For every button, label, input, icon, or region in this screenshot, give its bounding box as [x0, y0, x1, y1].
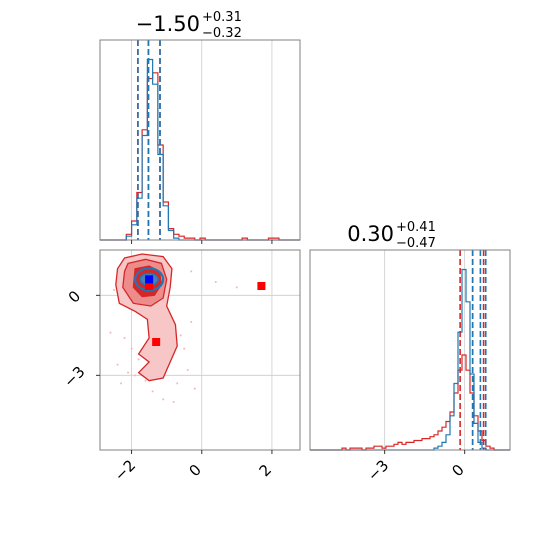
title-param-2-plus: +0.41 — [396, 220, 436, 235]
ticklabel-joint-x-2: 2 — [256, 461, 275, 480]
contour-outer-blue — [134, 267, 165, 292]
title-param-2-median: 0.30 — [347, 222, 394, 246]
scatter-point-1 — [123, 337, 126, 339]
ticklabel-joint-x-1: 0 — [185, 461, 204, 480]
ticklabel-joint-x-0: −2 — [111, 456, 139, 484]
frame-top — [99, 39, 301, 241]
marker-square-2 — [152, 338, 161, 346]
title-param-1-minus: −0.32 — [202, 26, 242, 41]
title-param-1: −1.50 +0.31−0.32 — [136, 10, 242, 41]
frame-joint — [99, 249, 301, 451]
scatter-point-22 — [127, 371, 130, 374]
scatter-point-2 — [130, 347, 133, 350]
hist-right-series-b — [310, 354, 510, 451]
scatter-point-15 — [214, 281, 217, 283]
scatter-point-23 — [190, 321, 193, 323]
scatter-point-8 — [134, 374, 137, 377]
title-param-2: 0.30 +0.41−0.47 — [347, 220, 436, 251]
scatter-point-11 — [193, 387, 196, 390]
title-param-1-plus: +0.31 — [202, 10, 242, 25]
title-param-1-median: −1.50 — [136, 12, 200, 36]
scatter-point-17 — [190, 270, 193, 273]
frame-right — [309, 249, 511, 451]
scatter-point-10 — [186, 369, 189, 371]
hist-top-series-a — [100, 58, 300, 241]
scatter-point-16 — [113, 289, 116, 291]
ticklabel-joint-y-1: 0 — [65, 287, 84, 306]
truth-marker — [145, 275, 154, 284]
scatter-point-0 — [109, 331, 112, 334]
scatter-point-13 — [120, 382, 123, 385]
scatter-point-3 — [137, 358, 140, 361]
marker-square-1 — [257, 282, 266, 290]
ticklabel-joint-y-0: −3 — [60, 363, 88, 391]
scatter-point-14 — [183, 347, 186, 350]
scatter-point-12 — [151, 390, 154, 393]
scatter-point-19 — [162, 398, 165, 401]
scatter-point-18 — [235, 286, 238, 289]
hist-top-series-b — [100, 72, 300, 241]
marker-square-0 — [145, 282, 154, 290]
scatter-point-20 — [172, 401, 175, 403]
scatter-point-4 — [116, 363, 119, 366]
scatter-point-9 — [176, 382, 179, 385]
ticklabel-right-x-0: −3 — [364, 456, 392, 484]
scatter-point-21 — [144, 379, 147, 382]
scatter-point-6 — [179, 334, 182, 337]
ticklabel-right-x-1: 0 — [448, 461, 467, 480]
title-param-2-minus: −0.47 — [396, 236, 436, 251]
